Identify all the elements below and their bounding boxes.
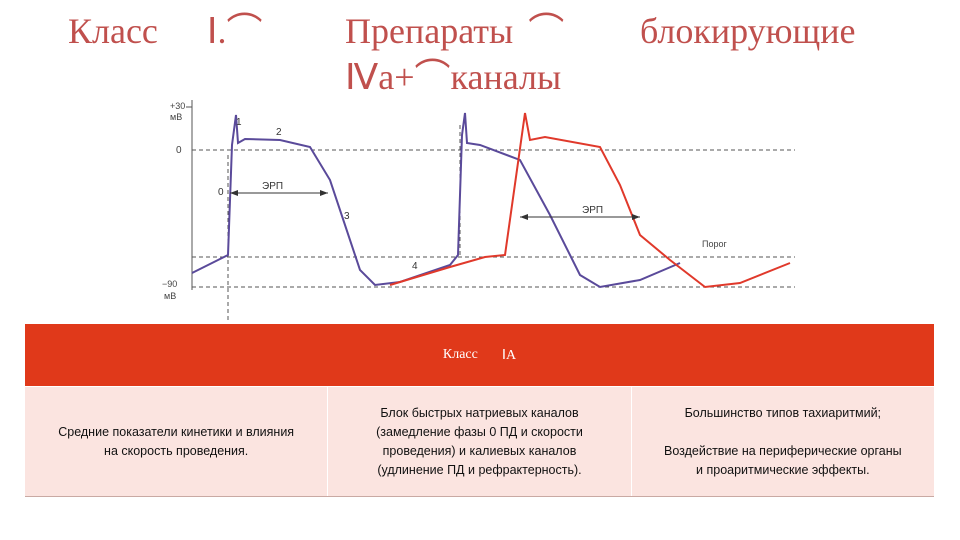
y-bottom-label: −90 bbox=[162, 279, 177, 289]
table-cell-kinetics: Средние показатели кинетики и влияния на… bbox=[25, 387, 327, 497]
cell-indications-text: Большинство типов тахиаритмий; Воздейств… bbox=[664, 406, 902, 477]
phase-label-1: 1 bbox=[236, 117, 242, 128]
title-drugs-glyph: ⌒ bbox=[528, 11, 565, 51]
y-zero-label: 0 bbox=[176, 145, 182, 156]
threshold-label: Порог bbox=[702, 239, 727, 249]
title-channels-word: каналы bbox=[450, 57, 562, 97]
erp-arrow-2-left-head bbox=[520, 214, 528, 220]
phase-label-4: 4 bbox=[412, 261, 418, 272]
table-header-glyph: ⅠA bbox=[501, 347, 517, 363]
drug-ap-curve bbox=[389, 112, 791, 289]
y-top-label: +30 bbox=[170, 101, 185, 111]
title-class-word: Класс bbox=[68, 11, 158, 51]
class-table: Класс ⅠA Средние показатели кинетики и в… bbox=[25, 324, 934, 497]
erp-arrow-1-right-head bbox=[320, 190, 328, 196]
y-top-unit: мВ bbox=[170, 112, 182, 122]
erp-arrow-1-left-head bbox=[230, 190, 238, 196]
y-bottom-unit: мВ bbox=[164, 291, 176, 301]
title-drugs-word: Препараты bbox=[345, 11, 514, 51]
title-class-glyphs: Ⅰ.⌒ bbox=[206, 11, 263, 51]
title-line1-a: Класс Ⅰ.⌒ bbox=[68, 8, 263, 54]
erp-label-2: ЭРП bbox=[582, 205, 603, 216]
table-row: Средние показатели кинетики и влияния на… bbox=[25, 386, 934, 497]
table-cell-indications: Большинство типов тахиаритмий; Воздейств… bbox=[630, 387, 934, 497]
cell-mechanism-text: Блок быстрых натриевых каналов (замедлен… bbox=[376, 406, 583, 477]
phase-label-0: 0 bbox=[218, 187, 224, 198]
table-header: Класс ⅠA bbox=[25, 324, 934, 386]
title-na-glyphs: Ⅳa+⌒ bbox=[345, 57, 451, 97]
action-potential-diagram: +30 мВ 0 −90 мВ ЭРП ЭРП Порог 0 1 2 3 4 bbox=[162, 100, 795, 320]
phase-label-3: 3 bbox=[344, 211, 350, 222]
erp-arrow-2-right-head bbox=[632, 214, 640, 220]
phase-label-2: 2 bbox=[276, 127, 282, 138]
table-header-label: Класс bbox=[442, 347, 478, 362]
normal-ap-curve-1 bbox=[191, 112, 681, 289]
table-bottom-border bbox=[25, 496, 934, 497]
erp-label-1: ЭРП bbox=[262, 181, 283, 192]
title-line2: Ⅳa+⌒каналы bbox=[345, 54, 561, 100]
title-blocking-word: блокирующие bbox=[640, 11, 856, 51]
title-line1-b: Препараты ⌒ bbox=[345, 8, 564, 54]
cell-kinetics-text: Средние показатели кинетики и влияния на… bbox=[58, 425, 295, 458]
table-cell-mechanism: Блок быстрых натриевых каналов (замедлен… bbox=[327, 387, 630, 497]
title-line1-c: блокирующие bbox=[640, 8, 856, 54]
